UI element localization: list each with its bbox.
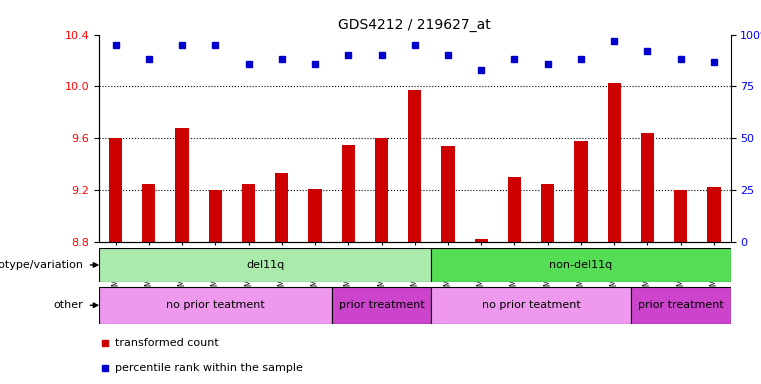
Text: transformed count: transformed count (115, 338, 218, 348)
Bar (275, 173, 288, 242)
Bar (332, 287, 431, 324)
Bar (209, 190, 222, 242)
Bar (242, 184, 255, 242)
Text: prior treatment: prior treatment (339, 300, 425, 310)
Bar (99, 248, 431, 281)
Bar (475, 239, 488, 242)
Bar (541, 184, 554, 242)
Text: no prior teatment: no prior teatment (166, 300, 265, 310)
Text: del11q: del11q (246, 260, 285, 270)
Bar (575, 141, 587, 242)
Bar (308, 189, 322, 242)
Bar (175, 128, 189, 242)
Bar (707, 187, 721, 242)
Bar (408, 90, 422, 242)
Title: GDS4212 / 219627_at: GDS4212 / 219627_at (339, 18, 491, 32)
Bar (631, 287, 731, 324)
Text: genotype/variation: genotype/variation (0, 260, 83, 270)
Text: no prior teatment: no prior teatment (482, 300, 581, 310)
Bar (641, 133, 654, 242)
Bar (431, 248, 731, 281)
Bar (99, 287, 332, 324)
Bar (607, 83, 621, 242)
Bar (674, 190, 687, 242)
Text: other: other (53, 300, 83, 310)
Bar (508, 177, 521, 242)
Bar (342, 145, 355, 242)
Bar (431, 287, 631, 324)
Bar (142, 184, 155, 242)
Bar (109, 138, 123, 242)
Text: percentile rank within the sample: percentile rank within the sample (115, 362, 303, 373)
Text: non-del11q: non-del11q (549, 260, 613, 270)
Bar (375, 138, 388, 242)
Text: prior treatment: prior treatment (638, 300, 724, 310)
Bar (441, 146, 454, 242)
